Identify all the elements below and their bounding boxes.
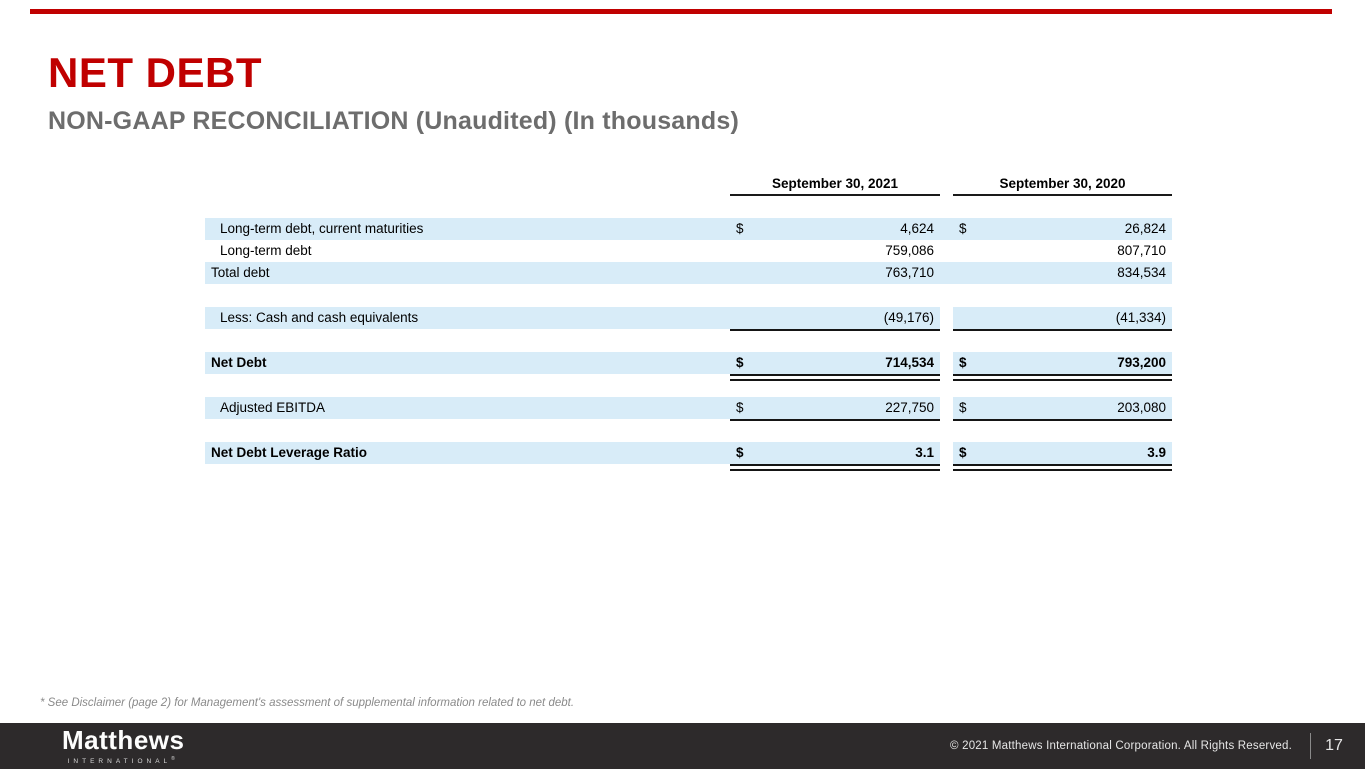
- row-label: Long-term debt: [220, 243, 312, 258]
- value-2021: 3.1: [915, 445, 934, 460]
- value-cell-2020: $3.9: [953, 442, 1172, 471]
- value-2021: 763,710: [885, 265, 934, 280]
- row-label: Net Debt Leverage Ratio: [205, 442, 730, 464]
- spacer-row: [205, 419, 1172, 442]
- table-row: Net Debt $714,534 $793,200: [205, 352, 1172, 381]
- value-2020: 3.9: [1147, 445, 1166, 460]
- dollar-sign: $: [736, 445, 744, 460]
- spacer-row: [205, 329, 1172, 352]
- value-2020: 834,534: [1117, 265, 1166, 280]
- value-cell-2020: $203,080: [953, 397, 1172, 421]
- value-cell-2020: $26,824: [953, 218, 1172, 240]
- net-debt-reconciliation-table: September 30, 2021 September 30, 2020 Lo…: [205, 175, 1172, 471]
- table-header-row: September 30, 2021 September 30, 2020: [205, 175, 1172, 196]
- footer-bar: Matthews INTERNATIONAL® © 2021 Matthews …: [0, 723, 1365, 769]
- value-2020: 26,824: [1124, 221, 1166, 236]
- footer-right-group: © 2021 Matthews International Corporatio…: [950, 733, 1365, 759]
- table-row: Long-term debt, current maturities $4,624…: [205, 218, 1172, 240]
- value-2021: 4,624: [900, 221, 934, 236]
- row-label: Adjusted EBITDA: [205, 397, 730, 419]
- logo-wordmark: Matthews: [62, 724, 185, 755]
- value-2021: 714,534: [885, 355, 934, 370]
- column-gap: [940, 240, 953, 262]
- page-number-divider: [1310, 733, 1311, 759]
- value-2021: 759,086: [885, 243, 934, 258]
- column-gap: [940, 352, 953, 374]
- dollar-sign: $: [959, 445, 967, 460]
- dollar-sign: $: [736, 400, 744, 415]
- row-label: Total debt: [205, 262, 730, 284]
- page-subtitle: NON-GAAP RECONCILIATION (Unaudited) (In …: [48, 107, 739, 135]
- column-gap: [940, 397, 953, 419]
- value-cell-2021: $714,534: [730, 352, 940, 381]
- dollar-sign: $: [959, 355, 967, 370]
- page-number: 17: [1325, 737, 1343, 754]
- column-gap: [940, 218, 953, 240]
- dollar-sign: $: [736, 221, 744, 236]
- table-row: Adjusted EBITDA $227,750 $203,080: [205, 397, 1172, 421]
- value-2021: (49,176): [883, 310, 934, 325]
- value-2020: 793,200: [1117, 355, 1166, 370]
- column-header-2021: September 30, 2021: [730, 175, 940, 196]
- reconciliation-table-rows: Long-term debt, current maturities $4,624…: [205, 218, 1172, 471]
- column-gap: [940, 307, 953, 329]
- table-row: Net Debt Leverage Ratio $3.1 $3.9: [205, 442, 1172, 471]
- table-row: Long-term debt 759,086 807,710: [205, 240, 1172, 264]
- value-2020: 807,710: [1117, 243, 1166, 258]
- value-cell-2021: $4,624: [730, 218, 940, 240]
- logo-subtext: INTERNATIONAL®: [67, 755, 179, 766]
- top-accent-bar: [30, 9, 1332, 14]
- disclaimer-footnote: * See Disclaimer (page 2) for Management…: [40, 697, 575, 709]
- table-row: Less: Cash and cash equivalents (49,176) (…: [205, 307, 1172, 331]
- column-gap: [940, 442, 953, 464]
- value-cell-2021: $3.1: [730, 442, 940, 471]
- value-cell-2020: (41,334): [953, 307, 1172, 331]
- value-cell-2021: (49,176): [730, 307, 940, 331]
- row-label: Less: Cash and cash equivalents: [205, 307, 730, 329]
- row-label: Long-term debt, current maturities: [205, 218, 730, 240]
- value-2020: (41,334): [1115, 310, 1166, 325]
- value-cell-2020: 807,710: [953, 240, 1172, 264]
- value-2020: 203,080: [1117, 400, 1166, 415]
- table-row: Total debt 763,710 834,534: [205, 262, 1172, 284]
- value-cell-2020: 834,534: [953, 262, 1172, 284]
- value-cell-2021: 759,086: [730, 240, 940, 264]
- value-cell-2021: $227,750: [730, 397, 940, 421]
- spacer-row: [205, 284, 1172, 307]
- row-label: Net Debt: [205, 352, 730, 374]
- matthews-logo: Matthews INTERNATIONAL®: [62, 727, 184, 765]
- column-gap: [940, 262, 953, 284]
- copyright-text: © 2021 Matthews International Corporatio…: [950, 740, 1292, 752]
- column-header-2020: September 30, 2020: [953, 175, 1172, 196]
- dollar-sign: $: [959, 400, 967, 415]
- dollar-sign: $: [959, 221, 967, 236]
- dollar-sign: $: [736, 355, 744, 370]
- page-title: NET DEBT: [48, 49, 262, 96]
- registered-mark: ®: [171, 755, 179, 762]
- value-2021: 227,750: [885, 400, 934, 415]
- value-cell-2021: 763,710: [730, 262, 940, 284]
- value-cell-2020: $793,200: [953, 352, 1172, 381]
